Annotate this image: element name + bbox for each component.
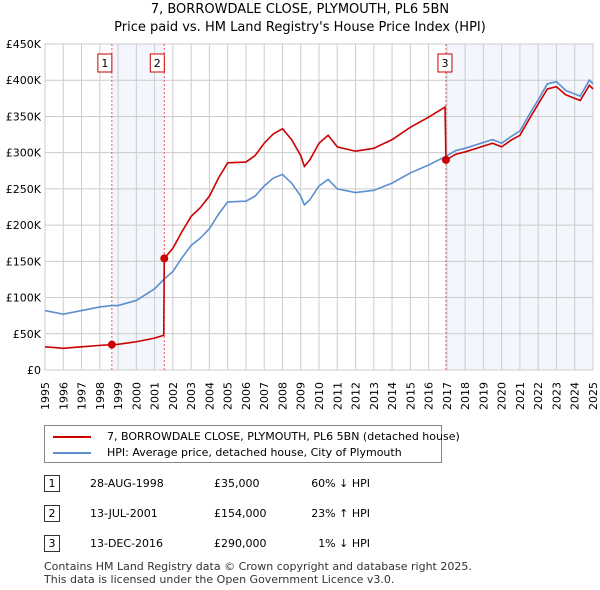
x-tick-label: 1996	[57, 382, 70, 410]
y-tick-label: £450K	[6, 38, 42, 51]
sale-date: 13-JUL-2001	[90, 507, 158, 520]
y-tick-label: £50K	[13, 328, 42, 341]
x-tick-label: 2023	[550, 382, 563, 410]
x-tick-label: 1995	[39, 382, 52, 410]
x-tick-label: 2009	[295, 382, 308, 410]
sale-marker-number: 1	[44, 475, 60, 492]
y-tick-label: £200K	[6, 219, 42, 232]
footer-line: This data is licensed under the Open Gov…	[44, 573, 395, 586]
legend-item-property: 7, BORROWDALE CLOSE, PLYMOUTH, PL6 5BN (…	[53, 430, 460, 443]
legend-item-hpi: HPI: Average price, detached house, City…	[53, 446, 402, 459]
sale-point	[107, 340, 116, 349]
shaded-region	[111, 44, 165, 370]
table-row: 3 13-DEC-2016 £290,000 1% ↓ HPI	[0, 533, 600, 555]
price-chart: 1995 1996 1997 1998 1999 2000 2001 2002 2003 2004…	[6, 38, 600, 410]
footer-line: Contains HM Land Registry data © Crown c…	[44, 560, 472, 573]
x-tick-label: 2024	[569, 382, 582, 410]
chart-title: 7, BORROWDALE CLOSE, PLYMOUTH, PL6 5BN	[150, 2, 450, 17]
x-tick-label: 2003	[185, 382, 198, 410]
x-tick-label: 2011	[331, 382, 344, 410]
x-tick-label: 2022	[532, 382, 545, 410]
sale-date: 13-DEC-2016	[90, 537, 164, 550]
sale-label-box	[149, 53, 165, 73]
sale-hpi-diff: 60% ↓ HPI	[311, 477, 370, 490]
x-tick-label: 2016	[423, 382, 436, 410]
sale-price: £154,000	[214, 507, 267, 520]
y-tick-label: £0	[27, 364, 41, 377]
legend: 7, BORROWDALE CLOSE, PLYMOUTH, PL6 5BN (…	[44, 425, 460, 463]
x-tick-label: 2005	[222, 382, 235, 410]
x-tick-label: 2014	[386, 382, 399, 410]
property-price-line	[44, 84, 594, 350]
legend-label: 7, BORROWDALE CLOSE, PLYMOUTH, PL6 5BN (…	[107, 430, 460, 443]
x-tick-label: 2025	[587, 382, 600, 410]
y-tick-label: £300K	[6, 147, 42, 160]
chart-subtitle: Price paid vs. HM Land Registry's House …	[114, 20, 486, 35]
x-tick-label: 2018	[459, 382, 472, 410]
sale-label: 1	[101, 57, 108, 70]
x-tick-label: 1998	[94, 382, 107, 410]
x-tick-label: 2004	[203, 382, 216, 410]
hpi-line	[44, 78, 594, 316]
sale-point	[441, 155, 450, 164]
x-tick-label: 2012	[350, 382, 363, 410]
y-tick-label: £350K	[6, 110, 42, 123]
sale-date: 28-AUG-1998	[90, 477, 164, 490]
legend-swatch-red	[53, 435, 91, 438]
x-tick-label: 2020	[496, 382, 509, 410]
x-tick-label: 2021	[514, 382, 527, 410]
sale-point	[160, 254, 169, 263]
x-tick-label: 2001	[149, 382, 162, 410]
sale-hpi-diff: 23% ↑ HPI	[311, 507, 370, 520]
legend-label: HPI: Average price, detached house, City…	[107, 446, 402, 459]
table-row: 2 13-JUL-2001 £154,000 23% ↑ HPI	[0, 503, 600, 525]
y-tick-label: £150K	[6, 255, 42, 268]
x-tick-label: 2010	[313, 382, 326, 410]
x-tick-label: 2000	[130, 382, 143, 410]
sale-label: 3	[441, 57, 448, 70]
x-tick-label: 2017	[441, 382, 454, 410]
sale-marker-number: 3	[44, 535, 60, 552]
x-tick-label: 2007	[258, 382, 271, 410]
x-tick-label: 2002	[167, 382, 180, 410]
y-tick-label: £100K	[6, 292, 42, 305]
sale-label: 2	[154, 57, 161, 70]
x-tick-label: 2015	[404, 382, 417, 410]
x-tick-label: 2019	[477, 382, 490, 410]
y-tick-label: £400K	[6, 74, 42, 87]
table-row: 1 28-AUG-1998 £35,000 60% ↓ HPI	[0, 473, 600, 495]
plot-border	[44, 43, 594, 371]
sale-hpi-diff: 1% ↓ HPI	[318, 537, 370, 550]
y-tick-label: £250K	[6, 183, 42, 196]
x-tick-label: 2013	[368, 382, 381, 410]
sale-label-box	[437, 53, 453, 73]
x-tick-label: 1999	[112, 382, 125, 410]
footer: Contains HM Land Registry data © Crown c…	[44, 560, 472, 586]
x-tick-label: 2006	[240, 382, 253, 410]
x-tick-label: 2008	[276, 382, 289, 410]
sale-price: £35,000	[214, 477, 260, 490]
sale-marker-number: 2	[44, 505, 60, 522]
sale-price: £290,000	[214, 537, 267, 550]
legend-swatch-blue	[53, 451, 91, 454]
sale-label-box	[97, 53, 113, 73]
x-tick-label: 1997	[76, 382, 89, 410]
